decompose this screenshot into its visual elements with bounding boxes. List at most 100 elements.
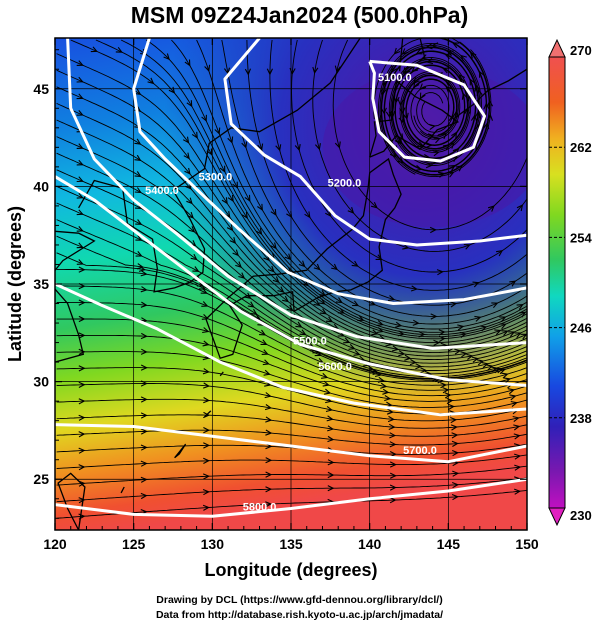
streamline bbox=[196, 39, 527, 325]
streamline-arrow bbox=[393, 47, 401, 55]
streamline-arrow bbox=[319, 308, 327, 315]
streamline-arrow bbox=[184, 59, 191, 67]
streamline-arrow bbox=[454, 348, 462, 355]
streamline-arrow bbox=[115, 46, 123, 53]
streamline-arrow bbox=[326, 415, 334, 422]
streamline-arrow bbox=[470, 114, 478, 122]
colorbar-tick-label: 270 bbox=[570, 43, 592, 58]
streamline-arrow bbox=[448, 164, 456, 171]
streamline-arrow bbox=[295, 321, 303, 328]
streamline bbox=[373, 38, 487, 172]
streamline-arrow bbox=[206, 148, 213, 156]
y-tick-label: 30 bbox=[33, 374, 49, 390]
streamline-arrow bbox=[390, 73, 397, 81]
streamline-arrow bbox=[78, 398, 86, 405]
streamline-arrow bbox=[140, 380, 148, 387]
streamline-arrow bbox=[185, 182, 192, 190]
streamline-arrow bbox=[420, 367, 428, 374]
colorbar: 270 262 254 246 238 230 bbox=[548, 38, 592, 527]
streamline-arrow bbox=[322, 380, 330, 387]
streamline-arrow bbox=[353, 350, 361, 356]
streamline bbox=[56, 465, 527, 486]
colorbar-bottom-arrow bbox=[548, 507, 566, 527]
streamline-arrow bbox=[78, 381, 86, 388]
streamline-arrow bbox=[396, 137, 403, 145]
streamline-arrow bbox=[261, 349, 269, 355]
streamline-arrow bbox=[260, 339, 268, 345]
streamline-arrow bbox=[76, 259, 84, 265]
streamline-arrow bbox=[135, 235, 143, 241]
contour-label-5700: 5700.0 bbox=[403, 445, 437, 457]
coastline bbox=[55, 230, 96, 363]
y-tick-label: 35 bbox=[33, 276, 49, 292]
streamline-arrow bbox=[140, 348, 148, 355]
streamline-arrow bbox=[516, 204, 524, 212]
contour-line-5500 bbox=[55, 175, 527, 387]
streamline-arrow bbox=[371, 329, 379, 336]
streamline-arrow bbox=[389, 451, 397, 458]
streamline-arrow bbox=[509, 394, 517, 401]
streamline-arrow bbox=[140, 428, 148, 435]
x-tick-label: 150 bbox=[515, 536, 539, 552]
streamline-arrow bbox=[76, 143, 84, 149]
streamline-arrow bbox=[262, 359, 270, 366]
streamline-arrow bbox=[76, 159, 84, 166]
streamline-arrow bbox=[452, 110, 459, 118]
streamline-arrow bbox=[241, 211, 248, 219]
streamline-arrow bbox=[466, 353, 474, 360]
streamline-arrow bbox=[265, 486, 273, 493]
streamline-arrow bbox=[442, 67, 450, 74]
streamline-arrow bbox=[526, 149, 527, 150]
streamline-arrow bbox=[415, 363, 423, 370]
streamline-arrow bbox=[370, 201, 378, 209]
streamline-arrow bbox=[376, 320, 384, 327]
streamline-arrow bbox=[375, 254, 383, 260]
streamline bbox=[56, 454, 527, 469]
streamline-arrow bbox=[264, 404, 273, 411]
streamline-arrow bbox=[417, 141, 425, 148]
streamline-arrow bbox=[450, 424, 458, 431]
streamline-arrow bbox=[76, 93, 84, 100]
streamline-arrow bbox=[325, 209, 332, 218]
streamline-arrow bbox=[238, 272, 246, 279]
streamline-arrow bbox=[389, 110, 396, 119]
streamline-arrow bbox=[188, 226, 196, 233]
streamline-arrow bbox=[391, 66, 398, 74]
streamline-arrow bbox=[474, 84, 481, 92]
streamline-arrow bbox=[409, 359, 417, 366]
streamline-arrow bbox=[275, 144, 282, 152]
streamline bbox=[312, 39, 527, 252]
streamline-arrow bbox=[387, 295, 396, 302]
streamline-arrow bbox=[433, 137, 441, 144]
streamline-arrow bbox=[438, 329, 446, 336]
streamline-arrow bbox=[382, 388, 390, 395]
contour-line-5200 bbox=[223, 38, 527, 247]
streamline-arrow bbox=[451, 449, 460, 457]
axis-ticks: 120 125 130 135 140 145 150 25 30 35 40 45 bbox=[33, 38, 539, 552]
streamline-arrow bbox=[298, 260, 306, 268]
streamline-arrow bbox=[250, 308, 258, 315]
streamline-arrow bbox=[460, 351, 468, 358]
streamline-arrow bbox=[391, 345, 400, 352]
streamline-arrow bbox=[134, 88, 142, 95]
streamline-arrow bbox=[503, 377, 512, 384]
streamline-arrow bbox=[301, 279, 309, 287]
streamline bbox=[269, 39, 527, 291]
streamline-arrow bbox=[203, 382, 211, 389]
streamline-arrow bbox=[469, 51, 477, 59]
streamline bbox=[332, 39, 527, 231]
streamline-arrow bbox=[377, 376, 385, 383]
streamline-arrow bbox=[389, 432, 397, 439]
coastline bbox=[204, 410, 212, 418]
streamline-arrow bbox=[440, 132, 448, 140]
streamline bbox=[291, 39, 527, 273]
streamline-arrow bbox=[219, 165, 226, 173]
streamline-arrow bbox=[398, 350, 406, 357]
streamline-arrow bbox=[384, 395, 392, 402]
streamline bbox=[377, 42, 482, 175]
streamline-arrow bbox=[135, 219, 143, 225]
streamline-arrow bbox=[78, 497, 86, 504]
streamline-arrow bbox=[265, 501, 273, 508]
streamline-arrow bbox=[272, 276, 280, 283]
streamline-arrow bbox=[187, 211, 194, 219]
